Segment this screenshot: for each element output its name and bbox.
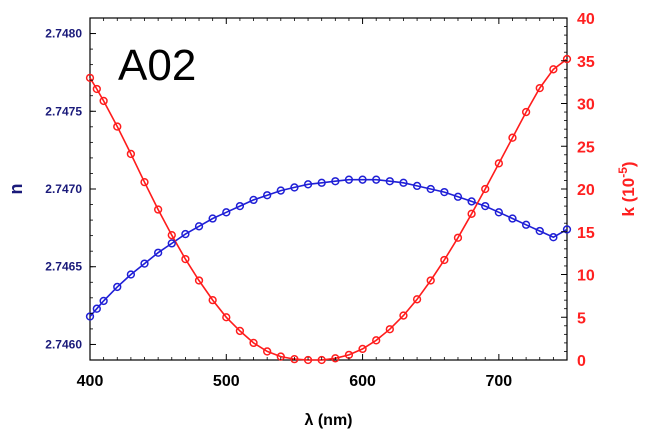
series-1-point <box>317 355 326 365</box>
x-tick-label: 700 <box>486 373 513 390</box>
series-1-point <box>331 354 340 363</box>
series-1-point <box>385 325 394 334</box>
sample-label: A02 <box>118 41 196 90</box>
series-0-point <box>426 184 435 194</box>
right-tick-label: 20 <box>577 182 595 199</box>
series-1-point <box>535 83 544 93</box>
series-0-point <box>481 201 490 211</box>
series-1-point <box>494 159 504 168</box>
right-tick-label: 5 <box>577 310 586 327</box>
left-tick-label: 2.7460 <box>45 337 82 351</box>
series-1-point <box>521 107 531 117</box>
series-0-point <box>331 177 340 186</box>
series-0-point <box>126 270 136 279</box>
series-1-point <box>222 313 231 322</box>
series-1-point <box>412 295 422 304</box>
left-tick-label: 2.7475 <box>45 104 82 118</box>
series-1-point <box>426 276 435 285</box>
series-0-point <box>508 214 517 223</box>
series-1-point <box>372 336 381 345</box>
series-0-point <box>317 178 326 187</box>
data-markers <box>85 54 572 365</box>
series-0-point <box>153 248 163 257</box>
series-1-point <box>153 205 163 214</box>
series-1-point <box>453 233 463 242</box>
series-0-point <box>276 186 285 195</box>
series-0-point <box>412 181 422 191</box>
series-1-point <box>99 96 108 106</box>
series-0-point <box>344 175 354 184</box>
series-0-point <box>99 296 108 306</box>
series-1-point <box>508 133 517 142</box>
series-0-point <box>235 201 245 211</box>
series-1-point <box>303 355 313 365</box>
series-0-point <box>222 208 231 217</box>
right-tick-label: 10 <box>577 268 595 285</box>
right-tick-label: 15 <box>577 225 595 242</box>
series-1-point <box>399 311 408 320</box>
series-0-point <box>535 226 544 236</box>
right-axis-label: k (10-5) <box>616 161 638 216</box>
series-0-point <box>167 239 176 248</box>
series-0-point <box>194 222 204 231</box>
series-0-point <box>249 195 258 205</box>
series-0-point <box>303 180 313 189</box>
series-0-point <box>453 192 463 201</box>
series-0-point <box>290 183 299 192</box>
x-tick-label: 400 <box>77 373 104 390</box>
left-tick-label: 2.7465 <box>45 260 82 274</box>
series-1-point <box>263 347 272 356</box>
right-tick-label: 25 <box>577 139 595 156</box>
series-1-point <box>113 122 122 131</box>
series-1-point <box>140 178 149 187</box>
left-tick-label: 2.7470 <box>45 182 82 196</box>
series-0-point <box>372 175 381 184</box>
right-tick-label: 40 <box>577 11 595 28</box>
series-0-point <box>440 187 449 197</box>
x-tick-label: 500 <box>213 373 240 390</box>
right-tick-label: 35 <box>577 54 595 71</box>
series-1-point <box>92 84 101 94</box>
series-1-point <box>249 338 258 348</box>
series-1-point <box>194 276 204 285</box>
series-1-point <box>167 231 176 240</box>
series-1-point <box>208 296 217 305</box>
series-0-point <box>181 229 190 239</box>
series-0-point <box>549 233 558 242</box>
series-1-point <box>467 209 476 218</box>
series-1-point <box>235 326 245 336</box>
left-axis-label: n <box>6 184 26 195</box>
series-0-point <box>358 175 367 184</box>
series-0-point <box>208 214 217 223</box>
x-axis-label: λ (nm) <box>305 412 353 429</box>
series-1-point <box>562 54 572 64</box>
right-tick-label: 0 <box>577 353 586 370</box>
series-0-point <box>521 220 531 229</box>
series-1-point <box>358 344 367 354</box>
series-0-point <box>92 304 101 313</box>
series-1-point <box>481 184 490 194</box>
series-0-point <box>385 177 394 186</box>
series-0-point <box>399 178 408 187</box>
series-0-point <box>494 208 504 217</box>
series-0-point <box>562 225 572 234</box>
series-1-point <box>85 73 95 82</box>
series-0-point <box>467 197 476 206</box>
right-tick-label: 30 <box>577 97 595 114</box>
axis-ticks: 400 500 600 7002.74602.74652.74702.74752.74… <box>45 11 595 390</box>
left-tick-label: 2.7480 <box>45 27 82 41</box>
series-0-point <box>113 282 122 292</box>
series-0-point <box>140 259 149 268</box>
series-1-point <box>549 65 558 74</box>
axis-labels: λ (nm) n k (10-5) <box>6 161 638 429</box>
series-1-point <box>181 254 190 264</box>
series-1-point <box>290 354 299 364</box>
series-1-point <box>126 149 136 159</box>
series-1-point <box>440 255 449 265</box>
series-0-point <box>263 191 272 200</box>
x-tick-label: 600 <box>349 373 376 390</box>
series-0-line <box>89 178 568 318</box>
